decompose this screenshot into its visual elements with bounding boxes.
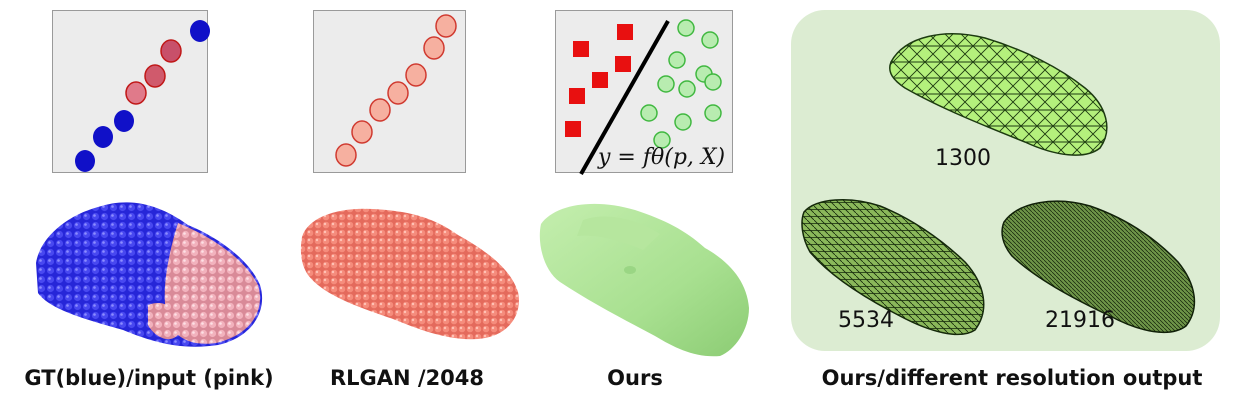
gt-input-points [75,20,210,172]
rlgan-point [405,63,427,87]
decision-boundary [579,20,670,175]
ours-smooth-car [539,203,749,357]
ours-car-mirror [624,266,636,274]
rlgan-point [351,120,373,144]
rlgan-point [423,36,445,60]
outside-circle [668,51,686,69]
input-point [125,81,147,105]
rlgan-point-cloud [300,208,519,340]
outside-circle [678,80,696,98]
inside-square [569,88,585,104]
outside-circle [674,113,692,131]
inside-square [565,121,581,137]
outside-circle [704,104,722,122]
rlgan-point [335,143,357,167]
rlgan-point [369,98,391,122]
rlgan-car-body [300,208,519,340]
input-car-part [164,223,261,344]
input-point [160,39,182,63]
caption-gt-input: GT(blue)/input (pink) [24,366,274,390]
inside-square [617,24,633,40]
outside-circle [653,131,671,149]
outside-circle [677,19,695,37]
resolution-label-5534: 5534 [838,308,894,333]
inside-square [592,72,608,88]
outside-circle [657,75,675,93]
rlgan-points [335,14,457,167]
gt-point [93,126,113,148]
rlgan-point [435,14,457,38]
rlgan-diagram-panel [313,10,466,173]
resolution-label-1300: 1300 [935,146,991,171]
ours-car-window [577,216,660,250]
outside-circle [640,104,658,122]
caption-multi-resolution: Ours/different resolution output [821,366,1203,390]
resolution-label-21916: 21916 [1045,308,1115,333]
outside-circle [701,31,719,49]
caption-ours: Ours [607,366,663,390]
ours-car-body [539,203,749,357]
input-car-part [148,303,181,340]
gt-point [75,150,95,172]
gt-point [190,20,210,42]
gt-point [114,110,134,132]
mesh-car-21916 [1001,200,1196,334]
classifier-diagram [565,19,722,175]
mesh-car-5534 [801,199,985,336]
caption-rlgan: RLGAN /2048 [329,366,485,390]
implicit-function-formula: y = fθ(p, X) [598,145,726,170]
inside-square [573,41,589,57]
gt-input-diagram-panel [52,10,210,173]
outside-circle [704,73,722,91]
gt-input-point-cloud [36,202,263,347]
mesh-car-1300 [889,33,1108,156]
rlgan-point [387,81,409,105]
implicit-function-diagram-panel: y = fθ(p, X) [555,10,733,175]
inside-square [615,56,631,72]
input-point [144,64,166,88]
